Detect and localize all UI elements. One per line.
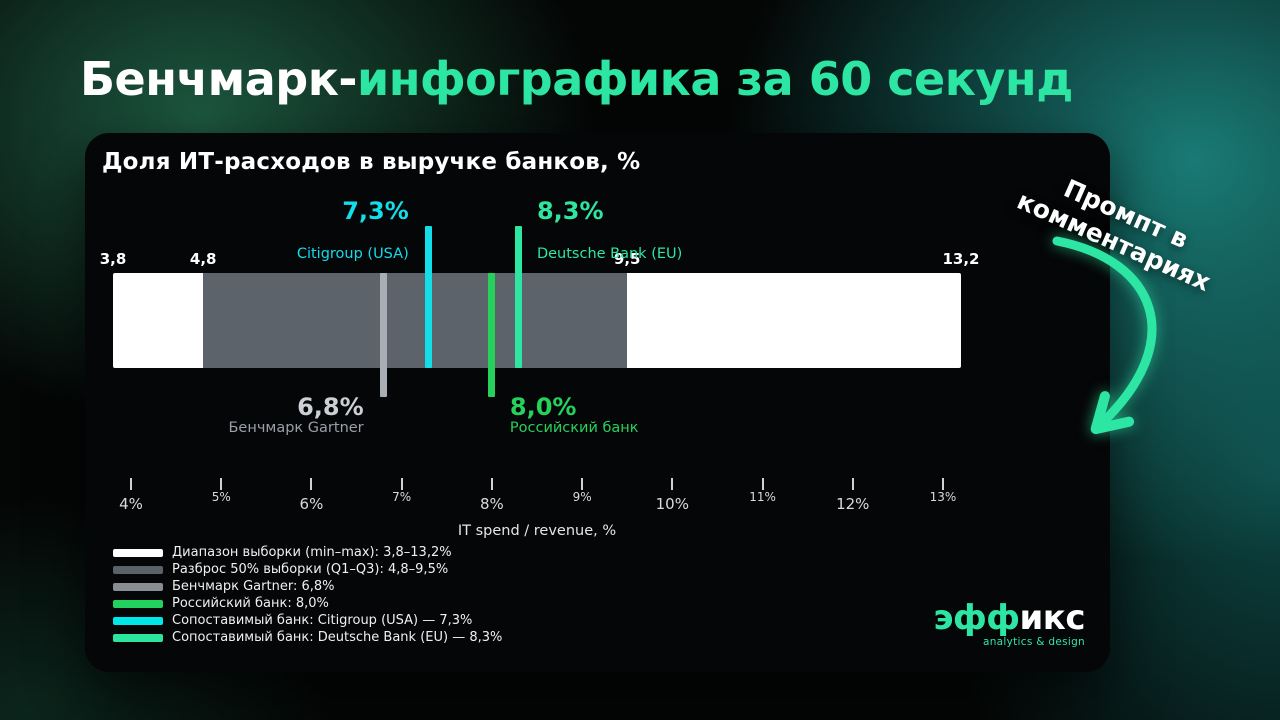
- axis-tick-label: 4%: [119, 495, 143, 513]
- legend-swatch: [113, 548, 163, 557]
- axis-tick: [310, 478, 313, 490]
- axis-tick: [581, 478, 584, 490]
- legend-item: Разброс 50% выборки (Q1–Q3): 4,8–9,5%: [113, 561, 502, 578]
- brand-logo-word: эффикс: [933, 601, 1085, 635]
- legend-label: Сопоставимый банк: Deutsche Bank (EU) — …: [172, 630, 503, 645]
- legend-label: Российский банк: 8,0%: [172, 596, 329, 611]
- marker-line: [488, 273, 496, 397]
- legend-item: Российский банк: 8,0%: [113, 595, 502, 612]
- axis-tick-label: 13%: [929, 490, 957, 504]
- axis-tick-label: 9%: [572, 490, 592, 504]
- axis-tick-label: 6%: [299, 495, 324, 513]
- axis-tick: [400, 478, 403, 490]
- axis-tick: [671, 478, 674, 490]
- legend-swatch: [113, 565, 163, 574]
- legend-item: Диапазон выборки (min–max): 3,8–13,2%: [113, 544, 502, 561]
- range-value-label: 3,8: [99, 250, 127, 268]
- marker-name-label: Бенчмарк Gartner: [228, 420, 364, 436]
- axis-tick-label: 11%: [749, 490, 776, 504]
- iqr-bar: [203, 273, 628, 368]
- brand-logo-rest: икс: [1019, 598, 1085, 638]
- marker-value-label: 8,3%: [536, 197, 604, 225]
- marker-name-label: Citigroup (USA): [296, 246, 409, 262]
- marker-line: [425, 226, 433, 368]
- axis-tick-label: 5%: [211, 490, 231, 504]
- legend-item: Сопоставимый банк: Citigroup (USA) — 7,3…: [113, 612, 502, 629]
- page-title-accent: инфографика за 60 секунд: [357, 52, 1073, 106]
- legend-item: Бенчмарк Gartner: 6,8%: [113, 578, 502, 595]
- page-title-white: Бенчмарк-: [80, 52, 358, 106]
- axis-tick: [761, 478, 764, 490]
- brand-logo: эффикс analytics & design: [933, 601, 1085, 648]
- axis-tick: [851, 478, 854, 490]
- chart-panel: Доля ИТ-расходов в выручке банков, % IT …: [85, 133, 1110, 672]
- marker-value-label: 7,3%: [342, 197, 409, 225]
- brand-logo-accent: эфф: [933, 598, 1020, 638]
- axis-tick-label: 8%: [479, 495, 504, 513]
- axis-title: IT spend / revenue, %: [457, 523, 617, 539]
- curved-arrow-icon: [1052, 236, 1157, 435]
- axis-tick-label: 7%: [392, 490, 412, 504]
- legend-label: Разброс 50% выборки (Q1–Q3): 4,8–9,5%: [172, 562, 449, 577]
- plot-area: IT spend / revenue, % Диапазон выборки (…: [85, 133, 1110, 672]
- marker-value-label: 8,0%: [509, 393, 577, 421]
- axis-tick: [220, 478, 223, 490]
- range-value-label: 4,8: [189, 250, 217, 268]
- legend-swatch: [113, 582, 163, 591]
- axis-tick-label: 10%: [655, 495, 689, 513]
- axis-tick: [130, 478, 133, 490]
- legend-swatch: [113, 599, 163, 608]
- legend-item: Сопоставимый банк: Deutsche Bank (EU) — …: [113, 629, 502, 646]
- legend-swatch: [113, 633, 163, 642]
- legend-label: Диапазон выборки (min–max): 3,8–13,2%: [172, 545, 452, 560]
- marker-value-label: 6,8%: [297, 393, 364, 421]
- page-title: Бенчмарк-инфографика за 60 секунд: [80, 52, 1073, 106]
- axis-tick-label: 12%: [836, 495, 870, 513]
- axis-tick: [490, 478, 493, 490]
- legend-label: Сопоставимый банк: Citigroup (USA) — 7,3…: [172, 613, 473, 628]
- marker-line: [515, 226, 523, 368]
- range-value-label: 13,2: [942, 250, 980, 268]
- range-value-label: 9,5: [613, 250, 641, 268]
- marker-name-label: Российский банк: [509, 420, 639, 436]
- axis-tick: [941, 478, 944, 490]
- chart-title: Доля ИТ-расходов в выручке банков, %: [102, 149, 641, 175]
- brand-logo-tagline: analytics & design: [982, 636, 1085, 648]
- legend-swatch: [113, 616, 163, 625]
- marker-line: [380, 273, 388, 397]
- legend: Диапазон выборки (min–max): 3,8–13,2% Раз…: [113, 544, 502, 646]
- legend-label: Бенчмарк Gartner: 6,8%: [172, 579, 335, 594]
- marker-name-label: Deutsche Bank (EU): [536, 246, 683, 262]
